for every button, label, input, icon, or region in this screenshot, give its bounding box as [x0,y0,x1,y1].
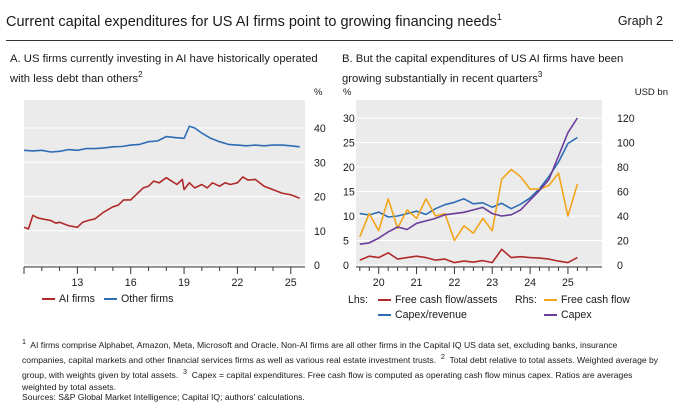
panel-b-ytick-left-10: 10 [343,211,355,223]
panel-b-xtick-23: 23 [486,277,498,289]
panel-b-ytick-left-0: 0 [343,260,349,272]
panel-b-y-unit-right: USD bn [635,87,668,98]
title-footnote-marker: 1 [496,12,502,22]
panel-a-xtick-13: 13 [71,277,83,289]
legend-b-capex: Capex [544,309,592,321]
graph-number: Graph 2 [617,14,663,28]
panel-b-ytick-right-120: 120 [617,113,635,125]
legend-label-other-firms: Other firms [121,293,174,305]
panel-a-xtick-25: 25 [285,277,297,289]
footnote-2-marker: 2 [440,353,445,362]
panel-a-ytick-30: 30 [314,157,326,169]
panel-b-series-capex-revenue [359,136,578,218]
footnote-1-marker: 1 [22,338,26,346]
panel-a-ytick-40: 40 [314,123,326,135]
legend-b-rhs-label: Rhs: [515,294,537,306]
panel-b-xtick-25: 25 [562,277,574,289]
panel-a-y-unit: % [314,87,323,98]
legend-label-fcf-assets: Free cash flow/assets [395,294,498,306]
panel-a-ytick-20: 20 [314,192,326,204]
panel-b-ytick-right-0: 0 [617,260,623,272]
panel-a-series-ai-firms [23,176,300,230]
panel-b-series-free-cash-flow-assets [359,248,578,264]
panel-a-xtick-22: 22 [232,277,244,289]
legend-swatch-fcf [544,299,557,302]
panel-a-title: A. US firms currently investing in AI ha… [10,53,318,85]
legend-a-other-firms: Other firms [104,293,173,305]
panel-b-ytick-right-80: 80 [617,162,629,174]
legend-label-capex: Capex [561,309,592,321]
panel-b-ytick-right-100: 100 [617,138,635,150]
panel-b-plot-area [356,100,602,267]
panel-a-plot-area [24,100,305,267]
legend-a-ai-firms: AI firms [42,293,95,305]
panel-b-title: B. But the capital expenditures of US AI… [342,53,624,85]
legend-label-ai-firms: AI firms [59,293,95,305]
panel-a-xtick-16: 16 [125,277,137,289]
panel-b-ytick-left-15: 15 [343,187,355,199]
legend-label-capex-revenue: Capex/revenue [395,309,467,321]
panel-b-ytick-right-60: 60 [617,187,629,199]
legend-label-fcf: Free cash flow [561,294,630,306]
panel-a-series-other-firms [23,125,300,153]
panel-b-y-unit-left: % [343,87,352,98]
footnote-1: AI firms comprise Alphabet, Amazon, Meta… [22,339,618,365]
panel-b-ytick-left-5: 5 [343,236,349,248]
panel-b-series-capex [359,117,579,245]
footnotes: 1 AI firms comprise Alphabet, Amazon, Me… [22,336,662,393]
legend-b-lhs-label: Lhs: [348,294,369,306]
legend-swatch-capex [544,314,557,317]
panel-a-xtick-19: 19 [178,277,190,289]
panel-b-xtick-22: 22 [449,277,461,289]
sources: Sources: S&P Global Market Intelligence;… [22,392,305,402]
panel-b-ytick-left-30: 30 [343,113,355,125]
panel-b-xtick-24: 24 [524,277,536,289]
legend-b-fcf: Free cash flow [544,294,630,306]
legend-swatch-capex-revenue [378,314,391,317]
legend-swatch-other-firms [104,298,117,301]
panel-b-ytick-right-20: 20 [617,236,629,248]
legend-b-fcf-assets: Free cash flow/assets [378,294,497,306]
panel-a-ytick-0: 0 [314,260,320,272]
panel-b-ytick-right-40: 40 [617,211,629,223]
panel-a-ytick-10: 10 [314,226,326,238]
panel-b-xtick-20: 20 [373,277,385,289]
panel-b-xtick-21: 21 [411,277,423,289]
graph-title: Current capital expenditures for US AI f… [6,12,502,30]
footnote-3-marker: 3 [182,368,187,377]
panel-b-ytick-left-20: 20 [343,162,355,174]
legend-swatch-ai-firms [42,298,55,301]
panel-b-ytick-left-25: 25 [343,138,355,150]
panel-a-footnote-marker: 2 [138,70,143,79]
footnote-3: Capex = capital expenditures. Free cash … [22,369,633,393]
title-rule [6,40,673,41]
panel-b-footnote-marker: 3 [537,70,543,79]
footnote-2: Total debt relative to total assets. Wei… [22,354,659,380]
legend-b-capex-revenue: Capex/revenue [378,309,467,321]
legend-swatch-fcf-assets [378,299,391,302]
